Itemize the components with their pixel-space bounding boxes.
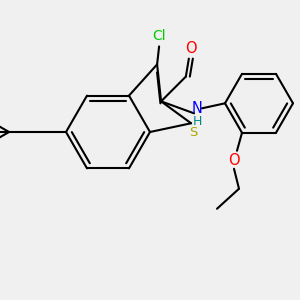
Text: S: S — [189, 126, 197, 139]
Text: H: H — [192, 115, 202, 128]
Text: O: O — [228, 153, 240, 168]
Text: N: N — [192, 101, 203, 116]
Text: Cl: Cl — [152, 29, 166, 44]
Text: O: O — [185, 41, 197, 56]
